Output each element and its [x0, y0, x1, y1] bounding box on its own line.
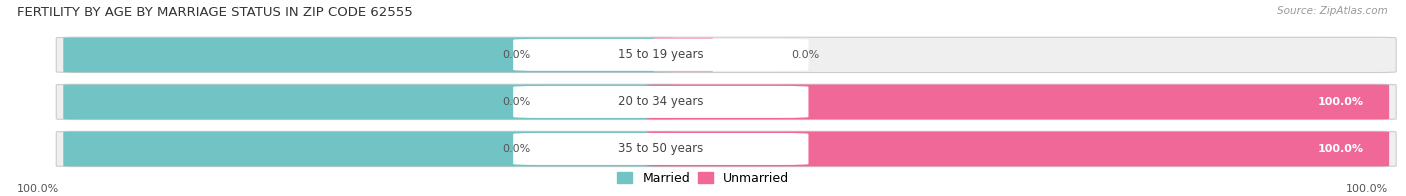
- Text: 0.0%: 0.0%: [502, 144, 530, 154]
- Legend: Married, Unmarried: Married, Unmarried: [612, 167, 794, 190]
- FancyBboxPatch shape: [56, 37, 1396, 73]
- FancyBboxPatch shape: [513, 39, 808, 71]
- FancyBboxPatch shape: [654, 38, 713, 72]
- Text: 100.0%: 100.0%: [1317, 97, 1364, 107]
- FancyBboxPatch shape: [513, 133, 808, 165]
- Text: FERTILITY BY AGE BY MARRIAGE STATUS IN ZIP CODE 62555: FERTILITY BY AGE BY MARRIAGE STATUS IN Z…: [17, 6, 412, 19]
- Text: 20 to 34 years: 20 to 34 years: [619, 95, 703, 108]
- Text: Source: ZipAtlas.com: Source: ZipAtlas.com: [1277, 6, 1388, 16]
- FancyBboxPatch shape: [647, 132, 1389, 166]
- FancyBboxPatch shape: [63, 132, 675, 166]
- Text: 100.0%: 100.0%: [17, 184, 59, 194]
- FancyBboxPatch shape: [63, 84, 675, 119]
- Text: 0.0%: 0.0%: [502, 97, 530, 107]
- Text: 100.0%: 100.0%: [1317, 144, 1364, 154]
- Text: 35 to 50 years: 35 to 50 years: [619, 142, 703, 155]
- FancyBboxPatch shape: [513, 86, 808, 118]
- Text: 0.0%: 0.0%: [792, 50, 820, 60]
- Text: 0.0%: 0.0%: [502, 50, 530, 60]
- Text: 100.0%: 100.0%: [1346, 184, 1388, 194]
- Text: 15 to 19 years: 15 to 19 years: [619, 48, 703, 61]
- FancyBboxPatch shape: [56, 131, 1396, 167]
- FancyBboxPatch shape: [647, 84, 1389, 119]
- FancyBboxPatch shape: [63, 37, 675, 72]
- FancyBboxPatch shape: [56, 84, 1396, 120]
